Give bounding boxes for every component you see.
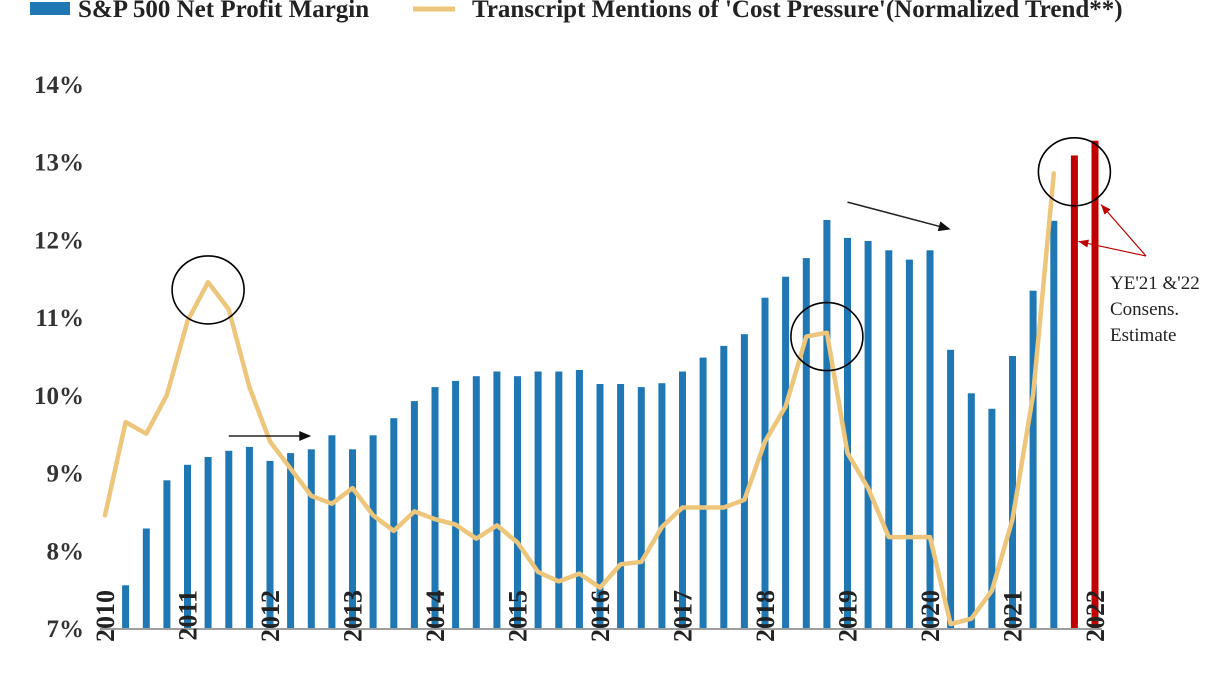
x-tick-label: 2011 <box>174 590 203 641</box>
profit-margin-bar <box>122 585 130 628</box>
y-axis-tick-labels: 7% 8% 9% 10% 11% 12% 13% 14% <box>34 72 84 643</box>
y-tick-label: 12% <box>34 227 84 254</box>
annotation-pointer <box>1100 204 1147 257</box>
profit-margin-bar <box>988 408 996 628</box>
x-tick-label: 2014 <box>421 590 450 642</box>
x-tick-label: 2017 <box>669 590 698 642</box>
x-tick-label: 2020 <box>916 590 945 642</box>
profit-margin-bar <box>967 393 975 628</box>
x-tick-label: 2022 <box>1081 590 1110 642</box>
profit-margin-bar <box>266 460 274 628</box>
trend-arrows <box>228 201 951 442</box>
profit-margin-bar <box>926 250 934 629</box>
y-tick-label: 14% <box>34 72 84 99</box>
legend-swatch-profit-margin <box>30 2 70 15</box>
annotation-pointer-head <box>1101 204 1111 215</box>
profit-margin-bar <box>204 457 212 628</box>
annotation-label: Estimate <box>1110 325 1176 346</box>
profit-margin-bar <box>534 371 542 628</box>
y-tick-label: 13% <box>34 150 84 177</box>
x-tick-label: 2013 <box>339 590 368 642</box>
y-tick-label: 8% <box>47 538 85 565</box>
legend-label-cost-pressure: Transcript Mentions of 'Cost Pressure'(N… <box>472 0 1123 23</box>
estimate-bar <box>1091 140 1099 628</box>
profit-margin-bar <box>349 449 356 628</box>
highlight-circles <box>171 137 1112 372</box>
y-tick-label: 7% <box>47 616 85 643</box>
estimate-bar <box>1070 155 1078 628</box>
x-tick-label: 2012 <box>256 590 285 642</box>
profit-margin-bar <box>720 345 728 628</box>
profit-margin-bar <box>431 387 439 628</box>
profit-margin-bar <box>142 528 150 628</box>
x-tick-label: 2021 <box>999 590 1028 642</box>
highlight-circle <box>171 255 245 325</box>
profit-margin-bar <box>163 480 171 628</box>
trend-arrow <box>847 201 946 229</box>
x-tick-label: 2015 <box>504 590 533 642</box>
profit-margin-bar <box>184 464 191 628</box>
bar-series <box>122 140 1099 629</box>
profit-margin-bar <box>740 334 748 628</box>
profit-margin-bar <box>823 220 831 628</box>
annotation-label: YE'21 &'22 <box>1110 273 1200 294</box>
profit-margin-bar <box>658 383 666 628</box>
profit-margin-bar <box>802 258 810 628</box>
profit-margin-bar <box>905 259 913 628</box>
profit-margin-bar <box>472 376 480 628</box>
annotation-label: Consens. <box>1110 299 1179 320</box>
profit-margin-bar <box>679 371 686 628</box>
profit-margin-bar <box>596 384 604 628</box>
profit-margin-bar <box>287 453 295 628</box>
profit-margin-bar <box>369 435 377 628</box>
y-tick-label: 9% <box>47 461 85 488</box>
profit-margin-bar <box>699 357 707 628</box>
profit-margin-bar <box>245 446 253 628</box>
profit-margin-bar <box>555 371 563 628</box>
legend-label-profit-margin: S&P 500 Net Profit Margin <box>78 0 369 23</box>
profit-margin-bar <box>410 401 418 628</box>
profit-margin-bar <box>782 276 790 628</box>
profit-margin-bar <box>864 241 872 628</box>
trend-arrow-head <box>299 431 312 442</box>
highlight-circle <box>1037 137 1112 207</box>
profit-margin-bar <box>844 237 851 628</box>
annotation-pointer-head <box>1078 239 1089 248</box>
profit-margin-bar <box>514 376 521 628</box>
profit-margin-bar <box>575 370 583 628</box>
profit-margin-bar <box>617 384 625 628</box>
estimate-annotation: YE'21 &'22 Consens. Estimate <box>1078 204 1200 346</box>
profit-margin-bar <box>452 380 460 628</box>
x-tick-label: 2010 <box>91 590 120 642</box>
profit-margin-bar <box>947 349 955 628</box>
x-tick-label: 2018 <box>751 590 780 642</box>
profit-margin-bar <box>493 371 501 628</box>
profit-margin-bar <box>1009 356 1016 628</box>
profit-margin-bar <box>307 449 315 628</box>
profit-margin-bar <box>885 250 893 629</box>
y-tick-label: 11% <box>35 305 84 332</box>
profit-margin-bar <box>1050 220 1058 629</box>
x-axis-tick-labels: 2010 2011 2012 2013 2014 2015 2016 2017 2018 2019… <box>91 590 1110 642</box>
highlight-circle <box>790 301 864 372</box>
profit-margin-bar <box>1029 290 1037 628</box>
legend: S&P 500 Net Profit Margin Transcript Men… <box>30 0 1123 23</box>
x-tick-label: 2016 <box>586 590 615 642</box>
profit-margin-bar <box>637 387 645 628</box>
profit-margin-bar <box>761 297 769 628</box>
profit-margin-bar <box>390 418 398 628</box>
profit-margin-bar <box>225 450 233 628</box>
cost-pressure-line <box>102 171 1057 627</box>
annotation-pointer <box>1078 240 1147 257</box>
profit-margin-bar <box>328 435 336 628</box>
x-tick-label: 2019 <box>834 590 863 642</box>
y-tick-label: 10% <box>34 383 84 410</box>
trend-arrow-head <box>937 221 951 232</box>
